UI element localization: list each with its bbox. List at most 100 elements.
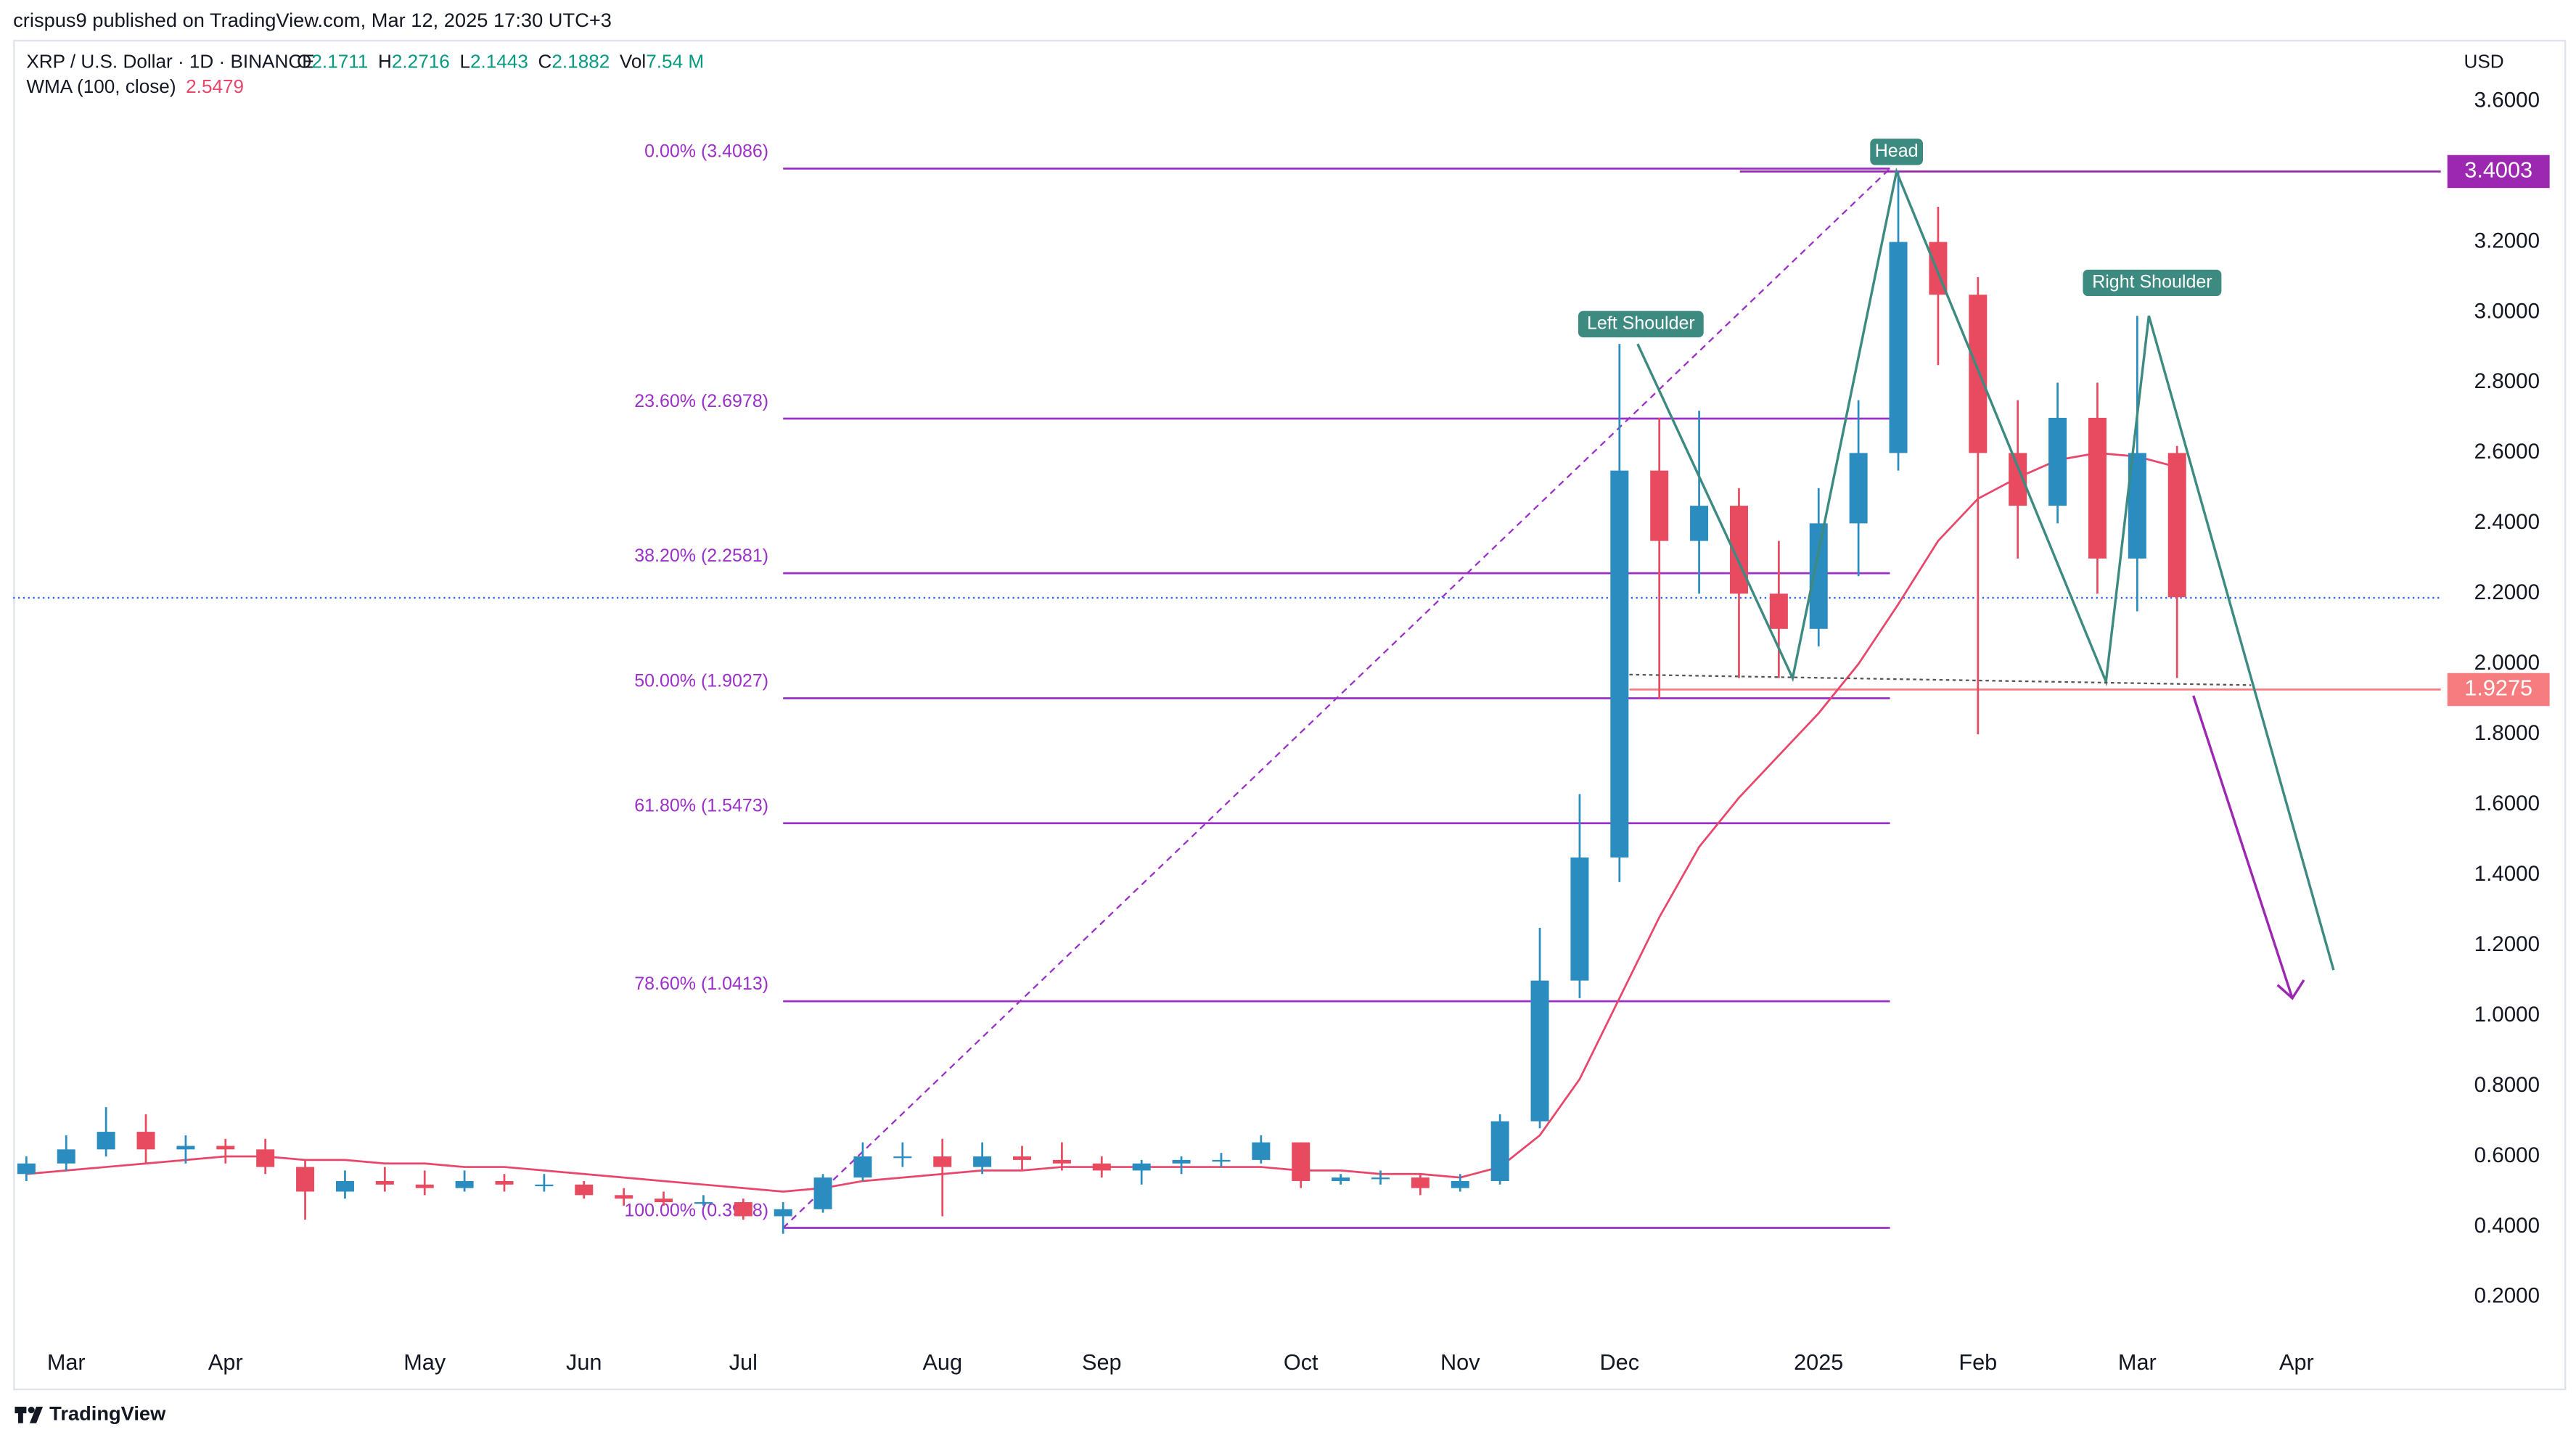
candle-body — [296, 1167, 315, 1192]
candle-body — [1690, 506, 1709, 541]
candle-body — [1849, 453, 1868, 524]
candle-body — [1530, 980, 1549, 1122]
fib-label: 61.80% (1.5473) — [634, 796, 768, 816]
fib-trend — [782, 168, 1891, 1229]
x-tick-label: Apr — [2279, 1349, 2314, 1375]
candle-body — [535, 1184, 554, 1187]
y-tick-label: 2.4000 — [2474, 510, 2540, 534]
candle-body — [1570, 857, 1589, 981]
candle-body — [1769, 593, 1788, 629]
candle-body — [694, 1202, 713, 1204]
candle-body — [813, 1177, 832, 1209]
x-tick-label: Dec — [1600, 1349, 1640, 1375]
candle-body — [256, 1149, 275, 1167]
indicator-value: 2.5479 — [186, 75, 244, 97]
candle-body — [1490, 1121, 1509, 1181]
y-tick-label: 1.0000 — [2474, 1003, 2540, 1027]
annotation-label: Right Shoulder — [2092, 271, 2212, 292]
candle-body — [136, 1132, 155, 1150]
candle-body — [1212, 1159, 1231, 1162]
quote-value: 2.1711 — [311, 51, 368, 73]
candle-body — [455, 1180, 474, 1188]
fib-label: 50.00% (1.9027) — [634, 670, 768, 691]
x-tick-label: Mar — [47, 1349, 86, 1375]
projection-arrow — [2192, 695, 2294, 999]
symbol: XRP / U.S. Dollar · 1D · BINANCE — [26, 51, 314, 73]
pattern-line — [1636, 167, 2335, 971]
x-tick-label: Apr — [208, 1349, 243, 1375]
y-tick-label: 0.4000 — [2474, 1214, 2540, 1238]
candle-body — [415, 1184, 434, 1188]
indicator-name: WMA (100, close) — [26, 75, 176, 97]
candle-body — [2167, 453, 2186, 598]
candle-body — [335, 1180, 354, 1192]
y-tick-label: 3.6000 — [2474, 88, 2540, 112]
quote-key: C — [538, 51, 552, 73]
candle-body — [17, 1163, 36, 1175]
price-tag — [2447, 673, 2550, 707]
fib-label: 23.60% (2.6978) — [634, 391, 768, 411]
candle-body — [1172, 1159, 1191, 1164]
annotation-label: Head — [1875, 141, 1919, 161]
quote: O2.1711 H2.2716 L2.1443 C2.1882 Vol7.54 M — [297, 51, 704, 73]
candle-body — [1969, 295, 1988, 453]
candle-body — [853, 1156, 872, 1178]
candle-body — [57, 1149, 75, 1164]
x-tick-label: Nov — [1440, 1349, 1480, 1375]
quote-value: 2.2716 — [392, 51, 450, 73]
y-tick-label: 1.8000 — [2474, 721, 2540, 745]
candle-body — [933, 1156, 952, 1167]
arrow-head — [2276, 979, 2305, 1000]
candle-body — [973, 1156, 992, 1167]
annotation-label: Left Shoulder — [1587, 313, 1695, 333]
candle-body — [1889, 242, 1908, 453]
quote-key: L — [459, 51, 470, 73]
x-tick-label: Sep — [1082, 1349, 1122, 1375]
y-tick-label: 3.0000 — [2474, 299, 2540, 323]
candle-body — [893, 1156, 912, 1159]
candle-body — [495, 1180, 514, 1185]
x-tick-label: Aug — [922, 1349, 962, 1375]
x-tick-label: Feb — [1958, 1349, 1997, 1375]
candle-body — [1332, 1177, 1350, 1181]
candle-body — [1092, 1163, 1111, 1171]
candle-body — [1292, 1142, 1310, 1181]
x-tick-label: May — [403, 1349, 446, 1375]
price-tag — [2447, 155, 2550, 189]
y-tick-label: 1.2000 — [2474, 932, 2540, 956]
quote-value: 7.54 M — [646, 51, 704, 73]
x-tick-label: Jun — [566, 1349, 602, 1375]
y-tick-label: 2.8000 — [2474, 369, 2540, 393]
fib-label: 38.20% (2.2581) — [634, 546, 768, 566]
candle-body — [2048, 417, 2067, 506]
candle-body — [734, 1202, 752, 1217]
candle-body — [1650, 470, 1669, 541]
candle-body — [655, 1198, 673, 1203]
candle-body — [176, 1146, 195, 1150]
candle-body — [1052, 1159, 1071, 1164]
indicator-legend: WMA (100, close) 2.5479 — [26, 75, 244, 97]
frame — [13, 39, 2567, 1391]
y-tick-label: 0.6000 — [2474, 1143, 2540, 1167]
currency: USD — [2464, 51, 2503, 73]
y-tick-label: 1.4000 — [2474, 862, 2540, 886]
x-tick-label: Jul — [729, 1349, 758, 1375]
y-tick-label: 2.6000 — [2474, 440, 2540, 464]
y-tick-label: 0.2000 — [2474, 1284, 2540, 1308]
x-tick-label: 2025 — [1794, 1349, 1843, 1375]
candle-body — [1013, 1156, 1032, 1160]
x-tick-label: Mar — [2118, 1349, 2157, 1375]
annotation-box — [1870, 139, 1923, 165]
publisher: crispus9 published on TradingView.com, M… — [13, 9, 612, 31]
price-tag-label: 1.9275 — [2464, 675, 2532, 701]
neckline — [1629, 673, 2252, 686]
candle-body — [1610, 470, 1629, 858]
candle-body — [1252, 1142, 1271, 1160]
annotation-box — [2083, 269, 2222, 297]
y-tick-label: 2.2000 — [2474, 580, 2540, 604]
quote-key: O — [297, 51, 311, 73]
candle-body — [97, 1132, 115, 1150]
candle-body — [1451, 1180, 1469, 1188]
